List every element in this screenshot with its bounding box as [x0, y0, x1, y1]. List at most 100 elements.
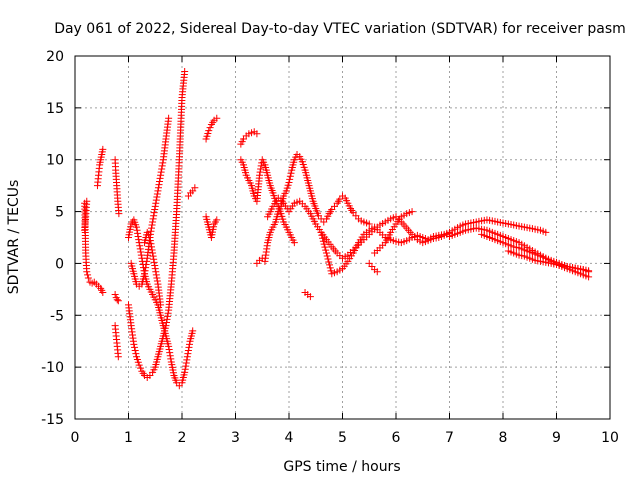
data-point-marker — [158, 162, 166, 170]
data-point-marker — [159, 159, 167, 167]
data-point-marker — [133, 223, 141, 231]
data-point-marker — [213, 114, 221, 122]
data-point-marker — [286, 175, 294, 183]
data-point-marker — [306, 293, 314, 301]
data-point-marker — [373, 268, 381, 276]
x-tick-label: 6 — [392, 430, 401, 446]
data-point-marker — [205, 127, 213, 135]
data-point-marker — [142, 264, 150, 272]
y-tick-label: 5 — [55, 205, 64, 221]
x-tick-label: 7 — [445, 430, 454, 446]
data-point-marker — [185, 340, 193, 348]
data-point-marker — [183, 356, 191, 364]
series-s1 — [81, 199, 107, 296]
data-point-marker — [157, 168, 165, 176]
data-point-marker — [322, 249, 330, 257]
data-point-marker — [134, 232, 142, 240]
data-point-marker — [320, 240, 328, 248]
data-point-marker — [257, 162, 265, 170]
x-tick-label: 9 — [552, 430, 561, 446]
data-point-marker — [152, 271, 160, 279]
data-point-marker — [213, 216, 221, 224]
data-point-marker — [133, 226, 141, 234]
data-point-marker — [542, 228, 550, 236]
series-s22 — [446, 216, 550, 236]
data-point-marker — [326, 261, 334, 269]
data-point-marker — [146, 237, 154, 245]
y-tick-label: 20 — [46, 49, 64, 65]
data-point-marker — [165, 346, 173, 354]
series-s25 — [504, 247, 593, 275]
data-point-marker — [162, 319, 170, 327]
data-point-marker — [182, 359, 190, 367]
data-point-marker — [183, 353, 191, 361]
data-point-marker — [365, 220, 373, 228]
data-point-marker — [84, 274, 92, 282]
data-point-marker — [142, 260, 150, 268]
data-point-marker — [150, 258, 158, 266]
series-s16 — [253, 151, 373, 267]
data-point-marker — [83, 197, 91, 205]
y-tick-label: -5 — [50, 308, 64, 324]
data-point-marker — [150, 209, 158, 217]
data-point-marker — [164, 312, 172, 320]
data-point-marker — [157, 301, 165, 309]
data-point-marker — [318, 231, 326, 239]
data-point-marker — [149, 218, 157, 226]
data-point-marker — [148, 246, 156, 254]
x-tick-label: 10 — [601, 430, 619, 446]
data-point-marker — [253, 130, 261, 138]
data-point-marker — [184, 350, 192, 358]
series-s11 — [184, 184, 199, 200]
data-point-marker — [147, 227, 155, 235]
data-point-marker — [83, 268, 91, 276]
data-point-marker — [323, 252, 331, 260]
data-point-marker — [153, 190, 161, 198]
data-point-marker — [131, 347, 139, 355]
x-tick-label: 2 — [178, 430, 187, 446]
y-axis-label: SDTVAR / TECUs — [6, 180, 22, 295]
x-tick-label: 3 — [231, 430, 240, 446]
x-axis-label: GPS time / hours — [283, 459, 400, 475]
data-point-marker — [135, 361, 143, 369]
data-point-marker — [181, 368, 189, 376]
series-s17 — [264, 194, 453, 262]
data-point-marker — [585, 267, 593, 275]
data-point-marker — [189, 327, 197, 335]
data-point-marker — [136, 242, 144, 250]
data-point-marker — [99, 145, 107, 153]
data-marks — [81, 68, 593, 390]
data-point-marker — [134, 229, 142, 237]
data-point-marker — [156, 174, 164, 182]
data-point-marker — [115, 210, 123, 218]
series-s20 — [371, 208, 416, 257]
x-tick-label: 1 — [124, 430, 133, 446]
data-point-marker — [166, 349, 174, 357]
data-point-marker — [165, 114, 173, 122]
data-point-marker — [165, 342, 173, 350]
data-point-marker — [154, 184, 162, 192]
data-point-marker — [153, 274, 161, 282]
series-s21 — [365, 259, 381, 276]
y-tick-label: 10 — [46, 153, 64, 169]
data-point-marker — [256, 171, 264, 179]
x-tick-label: 0 — [71, 430, 80, 446]
data-point-marker — [135, 236, 143, 244]
data-point-marker — [287, 169, 295, 177]
series-s7 — [125, 68, 189, 382]
data-point-marker — [141, 267, 149, 275]
data-point-marker — [146, 234, 154, 241]
series-s5 — [111, 291, 122, 305]
data-point-marker — [147, 240, 155, 248]
data-point-marker — [132, 350, 140, 358]
data-point-marker — [319, 234, 327, 242]
data-point-marker — [152, 199, 160, 207]
data-point-marker — [114, 297, 122, 305]
data-point-marker — [166, 352, 174, 360]
data-point-marker — [322, 246, 330, 254]
data-point-marker — [151, 205, 159, 213]
data-point-marker — [206, 124, 214, 132]
data-point-marker — [181, 365, 189, 373]
data-point-marker — [84, 271, 92, 279]
data-point-marker — [184, 347, 192, 355]
